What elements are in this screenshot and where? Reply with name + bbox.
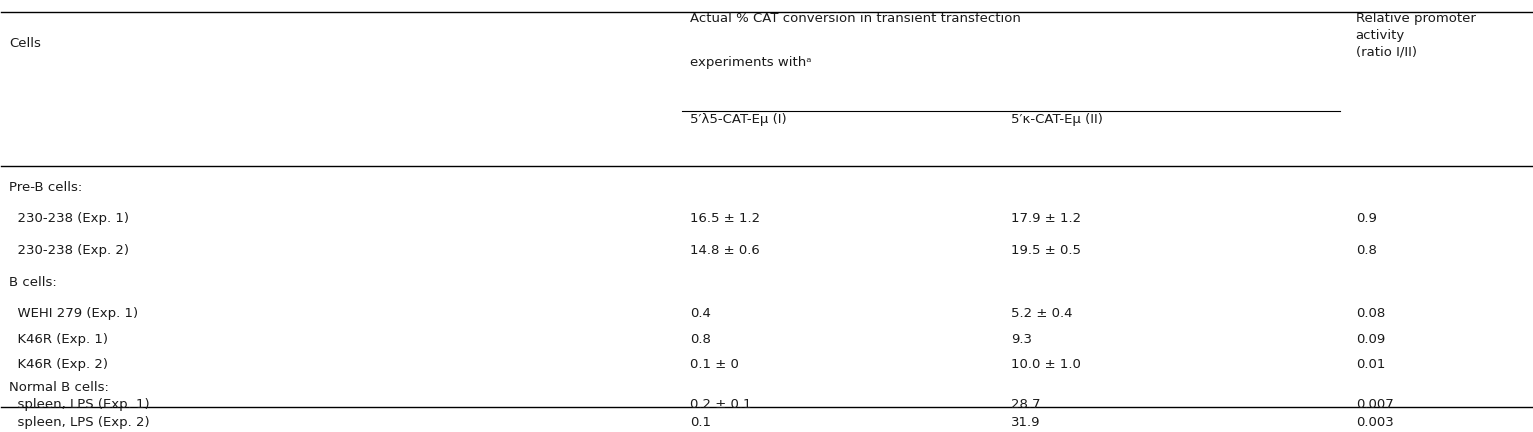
Text: 0.1: 0.1 [690, 416, 711, 429]
Text: 0.8: 0.8 [690, 333, 711, 346]
Text: K46R (Exp. 1): K46R (Exp. 1) [9, 333, 107, 346]
Text: spleen, LPS (Exp. 2): spleen, LPS (Exp. 2) [9, 416, 150, 429]
Text: 5′λ5-CAT-Eμ (I): 5′λ5-CAT-Eμ (I) [690, 113, 786, 126]
Text: 31.9: 31.9 [1012, 416, 1041, 429]
Text: 0.9: 0.9 [1355, 213, 1377, 226]
Text: 5.2 ± 0.4: 5.2 ± 0.4 [1012, 308, 1073, 321]
Text: 0.8: 0.8 [1355, 244, 1377, 257]
Text: Pre-B cells:: Pre-B cells: [9, 181, 83, 194]
Text: 16.5 ± 1.2: 16.5 ± 1.2 [690, 213, 760, 226]
Text: 17.9 ± 1.2: 17.9 ± 1.2 [1012, 213, 1081, 226]
Text: 28.7: 28.7 [1012, 398, 1041, 411]
Text: 5′κ-CAT-Eμ (II): 5′κ-CAT-Eμ (II) [1012, 113, 1104, 126]
Text: 0.08: 0.08 [1355, 308, 1384, 321]
Text: 230-238 (Exp. 1): 230-238 (Exp. 1) [9, 213, 129, 226]
Text: 0.007: 0.007 [1355, 398, 1393, 411]
Text: 0.09: 0.09 [1355, 333, 1384, 346]
Text: 10.0 ± 1.0: 10.0 ± 1.0 [1012, 358, 1081, 371]
Text: 0.01: 0.01 [1355, 358, 1384, 371]
Text: 0.003: 0.003 [1355, 416, 1393, 429]
Text: 0.4: 0.4 [690, 308, 711, 321]
Text: 230-238 (Exp. 2): 230-238 (Exp. 2) [9, 244, 129, 257]
Text: 0.2 ± 0.1: 0.2 ± 0.1 [690, 398, 751, 411]
Text: K46R (Exp. 2): K46R (Exp. 2) [9, 358, 107, 371]
Text: WEHI 279 (Exp. 1): WEHI 279 (Exp. 1) [9, 308, 138, 321]
Text: 9.3: 9.3 [1012, 333, 1032, 346]
Text: 0.1 ± 0: 0.1 ± 0 [690, 358, 739, 371]
Text: Normal B cells:: Normal B cells: [9, 381, 109, 394]
Text: Cells: Cells [9, 37, 41, 50]
Text: experiments withᵃ: experiments withᵃ [690, 56, 811, 69]
Text: Relative promoter
activity
(ratio I/II): Relative promoter activity (ratio I/II) [1355, 12, 1475, 59]
Text: 14.8 ± 0.6: 14.8 ± 0.6 [690, 244, 760, 257]
Text: Actual % CAT conversion in transient transfection: Actual % CAT conversion in transient tra… [690, 12, 1021, 25]
Text: spleen, LPS (Exp. 1): spleen, LPS (Exp. 1) [9, 398, 150, 411]
Text: 19.5 ± 0.5: 19.5 ± 0.5 [1012, 244, 1081, 257]
Text: B cells:: B cells: [9, 276, 57, 289]
